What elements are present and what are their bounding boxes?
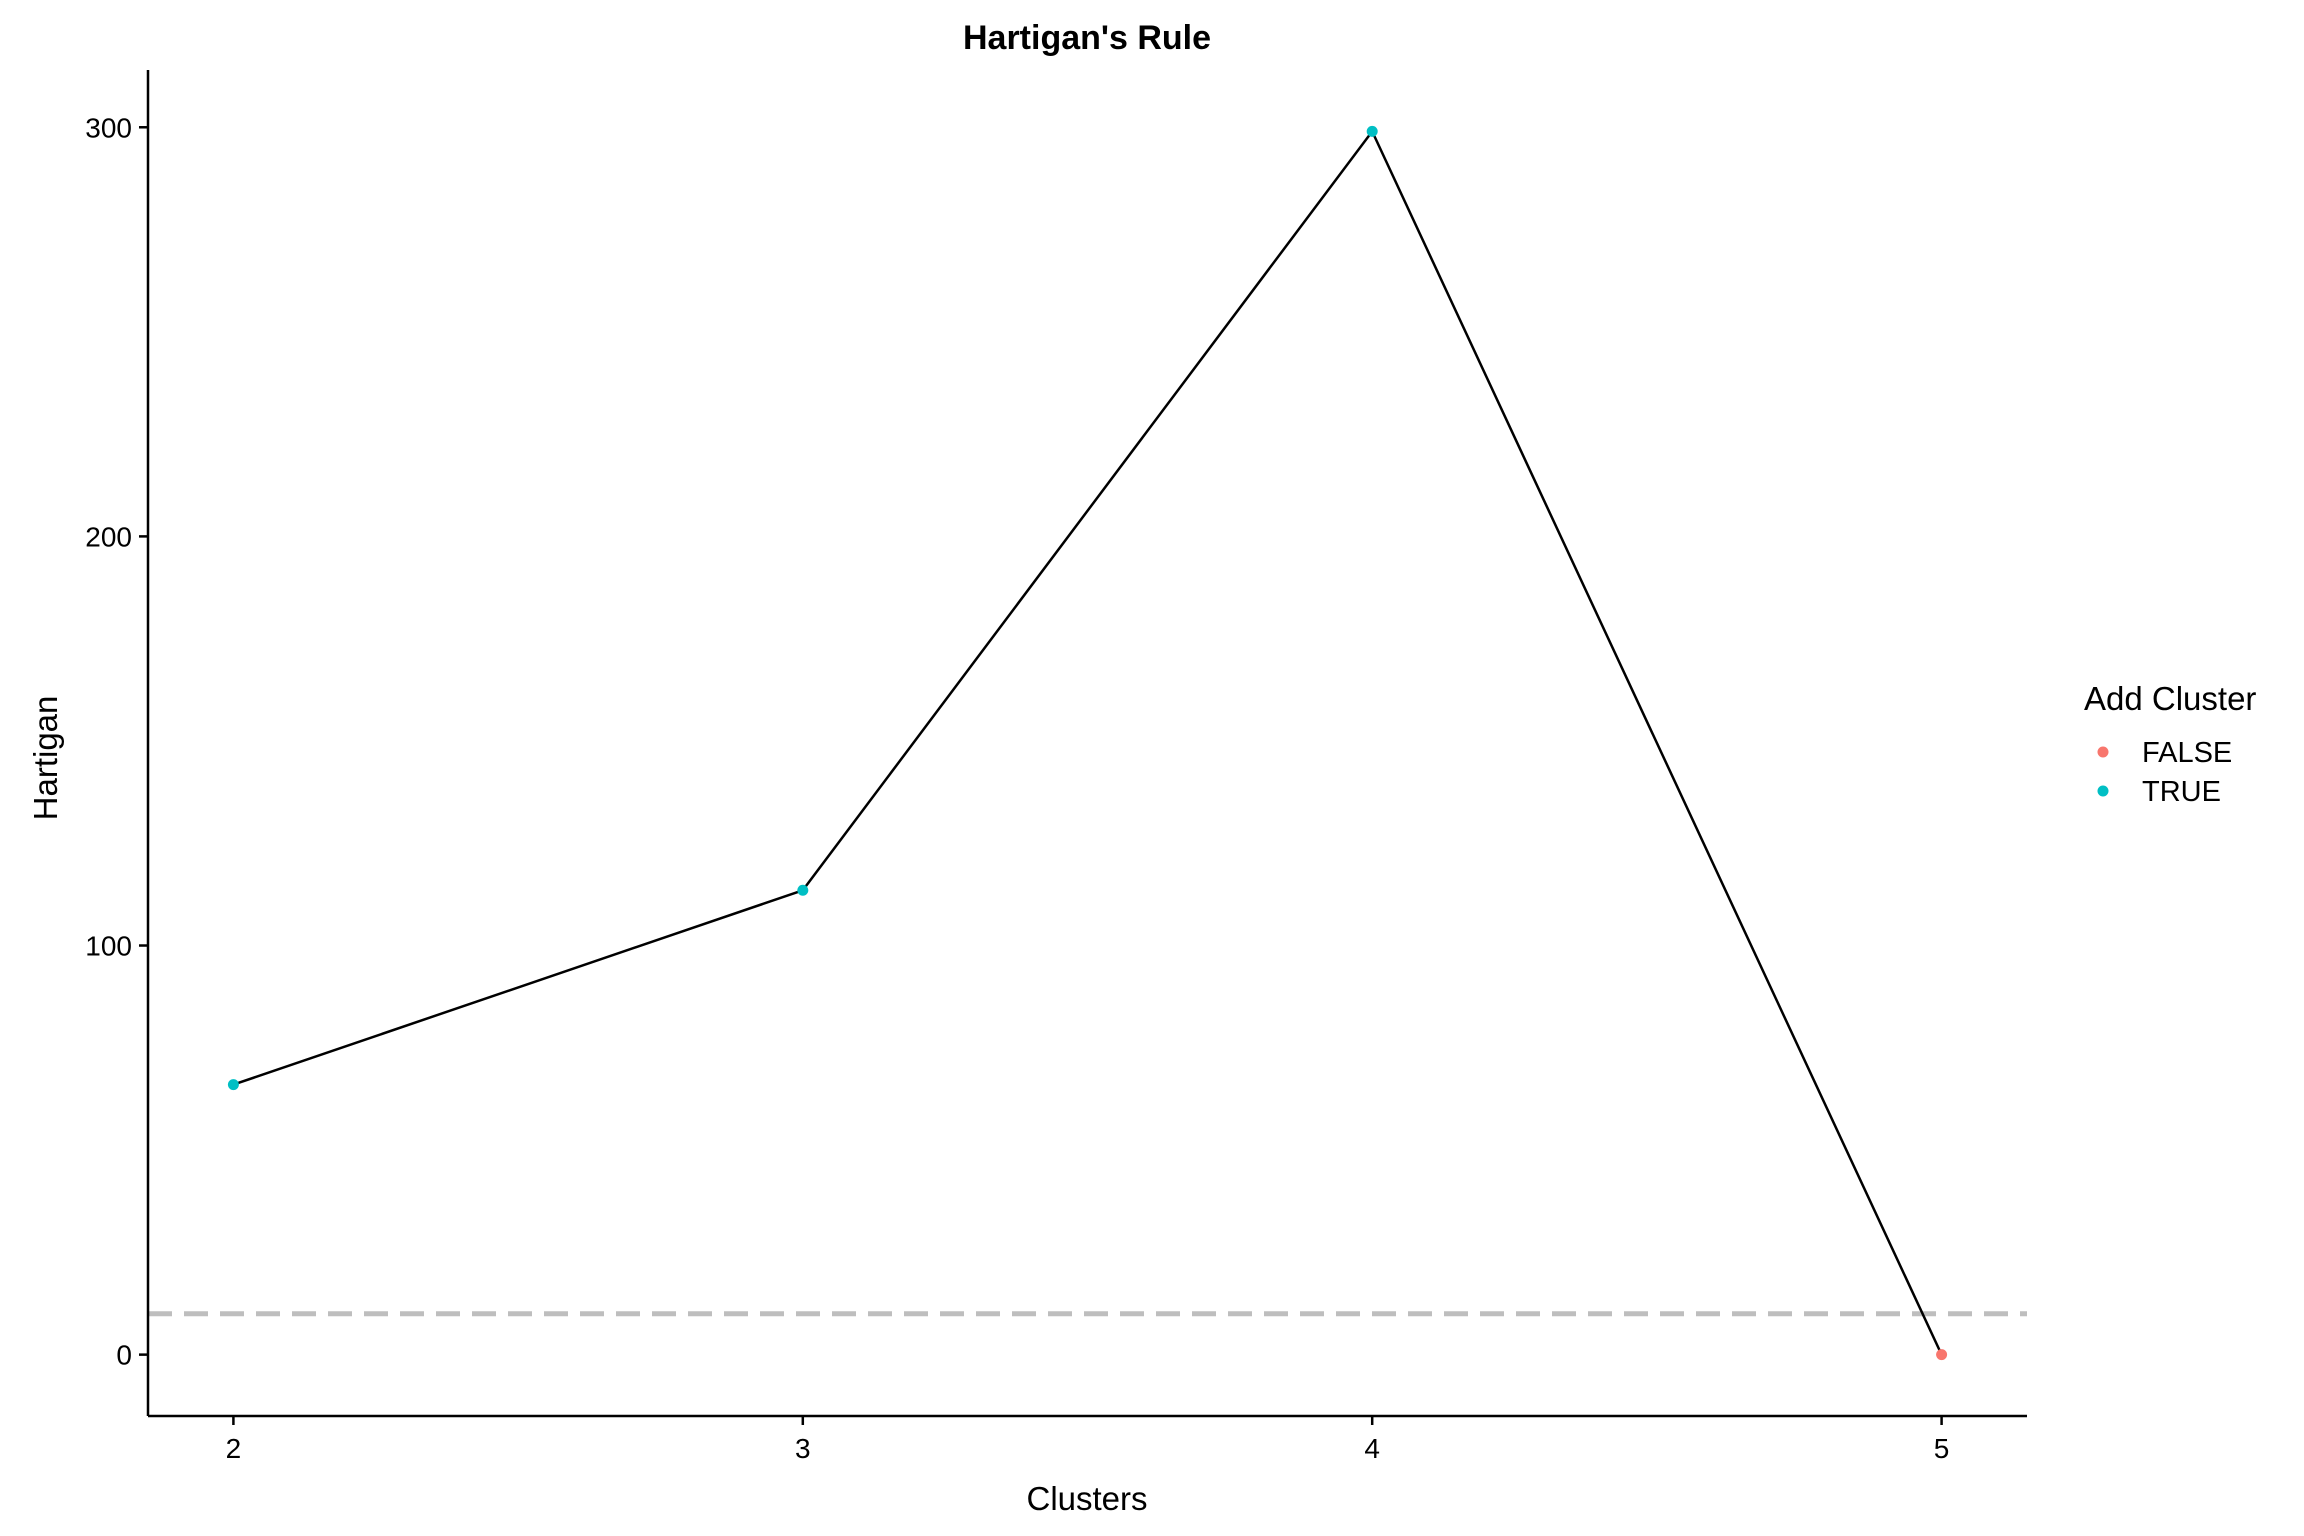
legend: Add Cluster FALSE TRUE	[2084, 680, 2256, 808]
y-axis-ticks: 0 100 200 300	[85, 112, 148, 1371]
legend-label-false: FALSE	[2142, 737, 2232, 769]
x-tick-label: 3	[795, 1433, 811, 1464]
data-point	[1366, 125, 1378, 137]
y-tick-label: 0	[116, 1340, 132, 1371]
data-point	[797, 884, 809, 896]
y-tick-label: 100	[85, 931, 132, 962]
series-line	[233, 128, 1943, 1356]
y-axis-title: Hartigan	[27, 696, 64, 821]
legend-label-true: TRUE	[2142, 776, 2221, 808]
y-tick-label: 300	[85, 112, 132, 143]
data-point	[1936, 1349, 1948, 1361]
legend-entries: FALSE TRUE	[2097, 737, 2232, 808]
chart-title: Hartigan's Rule	[963, 19, 1211, 57]
data-point	[227, 1079, 239, 1091]
legend-title: Add Cluster	[2084, 680, 2256, 717]
x-axis-title: Clusters	[1026, 1480, 1147, 1517]
legend-key-false	[2097, 746, 2109, 758]
x-tick-label: 4	[1364, 1433, 1380, 1464]
plot-area	[148, 125, 2027, 1361]
x-tick-label: 2	[226, 1433, 242, 1464]
x-tick-label: 5	[1934, 1433, 1950, 1464]
x-axis-ticks: 2 3 4 5	[226, 1416, 1950, 1464]
legend-key-true	[2097, 785, 2109, 797]
y-tick-label: 200	[85, 521, 132, 552]
